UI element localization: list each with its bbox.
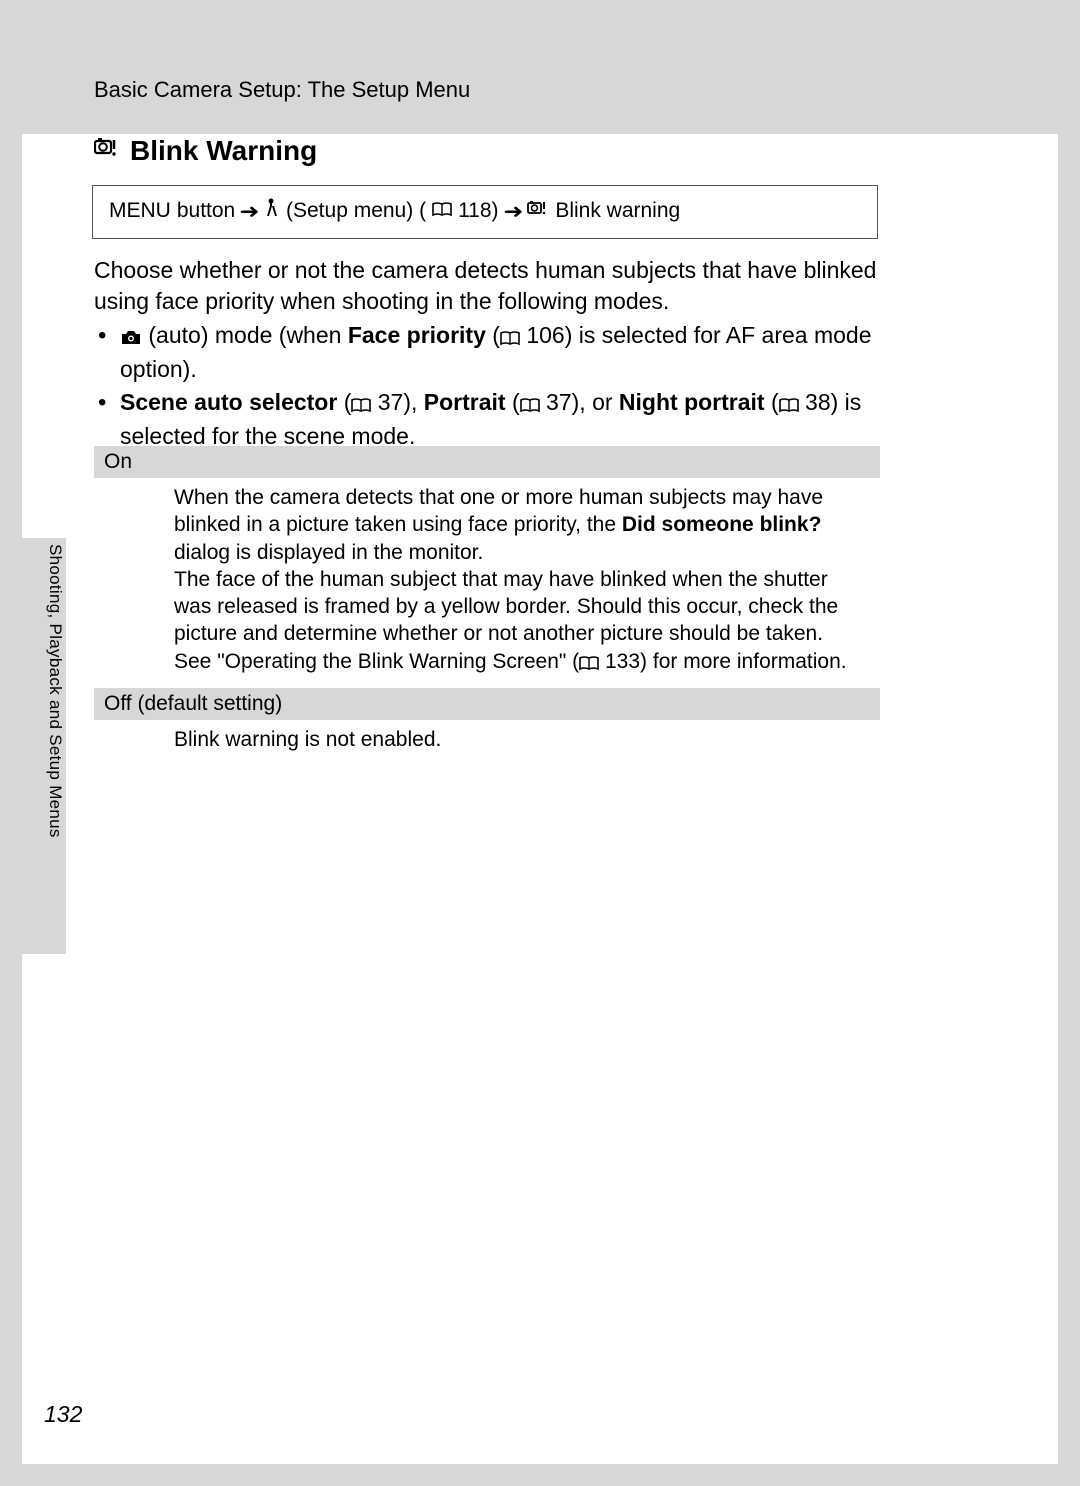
settings-table: On When the camera detects that one or m… — [94, 446, 880, 763]
book-icon — [520, 390, 540, 421]
setting-off-body: Blink warning is not enabled. — [94, 720, 880, 763]
body-text: The face of the human subject that may h… — [174, 568, 838, 646]
blink-warning-small-icon — [527, 199, 549, 223]
wrench-icon — [264, 198, 280, 224]
arrow-icon: ➜ — [503, 199, 523, 224]
mode-bullet-list: (auto) mode (when Face priority ( 106) i… — [94, 320, 880, 454]
nav-text: button — [177, 199, 235, 223]
breadcrumb: Basic Camera Setup: The Setup Menu — [94, 77, 470, 103]
nav-text: 118) — [458, 199, 498, 223]
bullet-bold: Night portrait — [619, 389, 765, 415]
book-icon — [779, 390, 799, 421]
bullet-text: 37), or — [540, 389, 619, 415]
camera-icon — [120, 323, 142, 354]
bullet-text: ( — [506, 389, 520, 415]
setting-on-header: On — [94, 446, 880, 478]
book-icon — [351, 390, 371, 421]
bullet-text: (auto) mode (when — [142, 322, 348, 348]
setting-on-body: When the camera detects that one or more… — [94, 478, 880, 688]
manual-page: Basic Camera Setup: The Setup Menu Blink… — [22, 22, 1058, 1464]
bullet-text: ( — [337, 389, 351, 415]
bullet-text: ( — [486, 322, 500, 348]
book-icon — [579, 651, 599, 678]
nav-text: Blink warning — [555, 199, 680, 223]
nav-text: (Setup menu) ( — [286, 199, 426, 223]
bullet-text: 37), — [371, 389, 423, 415]
bullet-bold: Portrait — [424, 389, 506, 415]
bullet-scene-modes: Scene auto selector ( 37), Portrait ( 37… — [94, 387, 880, 452]
body-text: dialog is displayed in the monitor. — [174, 541, 483, 564]
menu-button-label: MENU — [109, 199, 171, 223]
blink-warning-icon — [94, 135, 120, 167]
body-bold: Did someone blink? — [622, 513, 822, 536]
bullet-bold: Face priority — [348, 322, 486, 348]
page-number: 132 — [44, 1401, 82, 1428]
bullet-auto-mode: (auto) mode (when Face priority ( 106) i… — [94, 320, 880, 385]
book-icon — [500, 323, 520, 354]
section-title: Blink Warning — [94, 135, 317, 167]
setting-off-header: Off (default setting) — [94, 688, 880, 720]
intro-paragraph: Choose whether or not the camera detects… — [94, 255, 880, 317]
body-text: See "Operating the Blink Warning Screen"… — [174, 650, 579, 673]
side-section-label: Shooting, Playback and Setup Menus — [45, 544, 65, 838]
book-icon — [432, 199, 452, 223]
bullet-text: ( — [765, 389, 779, 415]
bullet-bold: Scene auto selector — [120, 389, 337, 415]
arrow-icon: ➜ — [240, 199, 260, 224]
section-title-text: Blink Warning — [130, 135, 317, 167]
body-text: 133) for more information. — [599, 650, 846, 673]
navigation-path-box: MENU button ➜ (Setup menu) ( 118) ➜ — [92, 185, 878, 239]
